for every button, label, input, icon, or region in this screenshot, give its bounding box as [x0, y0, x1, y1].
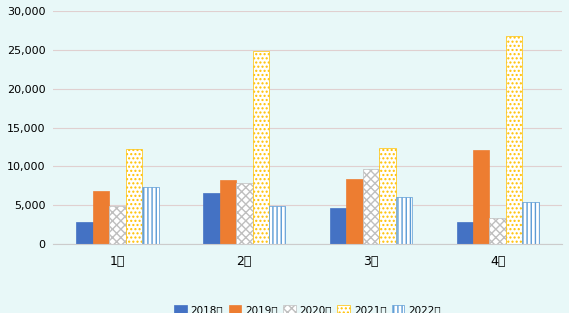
Bar: [236, 183, 253, 244]
Bar: [126, 149, 142, 244]
Bar: [506, 36, 522, 244]
Bar: [220, 180, 236, 244]
Bar: [395, 197, 412, 244]
Bar: [203, 193, 220, 244]
Bar: [379, 148, 395, 244]
Bar: [489, 218, 506, 244]
Bar: [330, 208, 347, 244]
Legend: 2018年, 2019年, 2020年, 2021年, 2022年: 2018年, 2019年, 2020年, 2021年, 2022年: [170, 301, 446, 313]
Bar: [76, 222, 93, 244]
Bar: [269, 206, 286, 244]
Bar: [93, 191, 109, 244]
Bar: [253, 51, 269, 244]
Bar: [522, 202, 539, 244]
Bar: [456, 222, 473, 244]
Bar: [347, 179, 363, 244]
Bar: [473, 150, 489, 244]
Bar: [109, 206, 126, 244]
Bar: [142, 187, 159, 244]
Bar: [363, 169, 379, 244]
